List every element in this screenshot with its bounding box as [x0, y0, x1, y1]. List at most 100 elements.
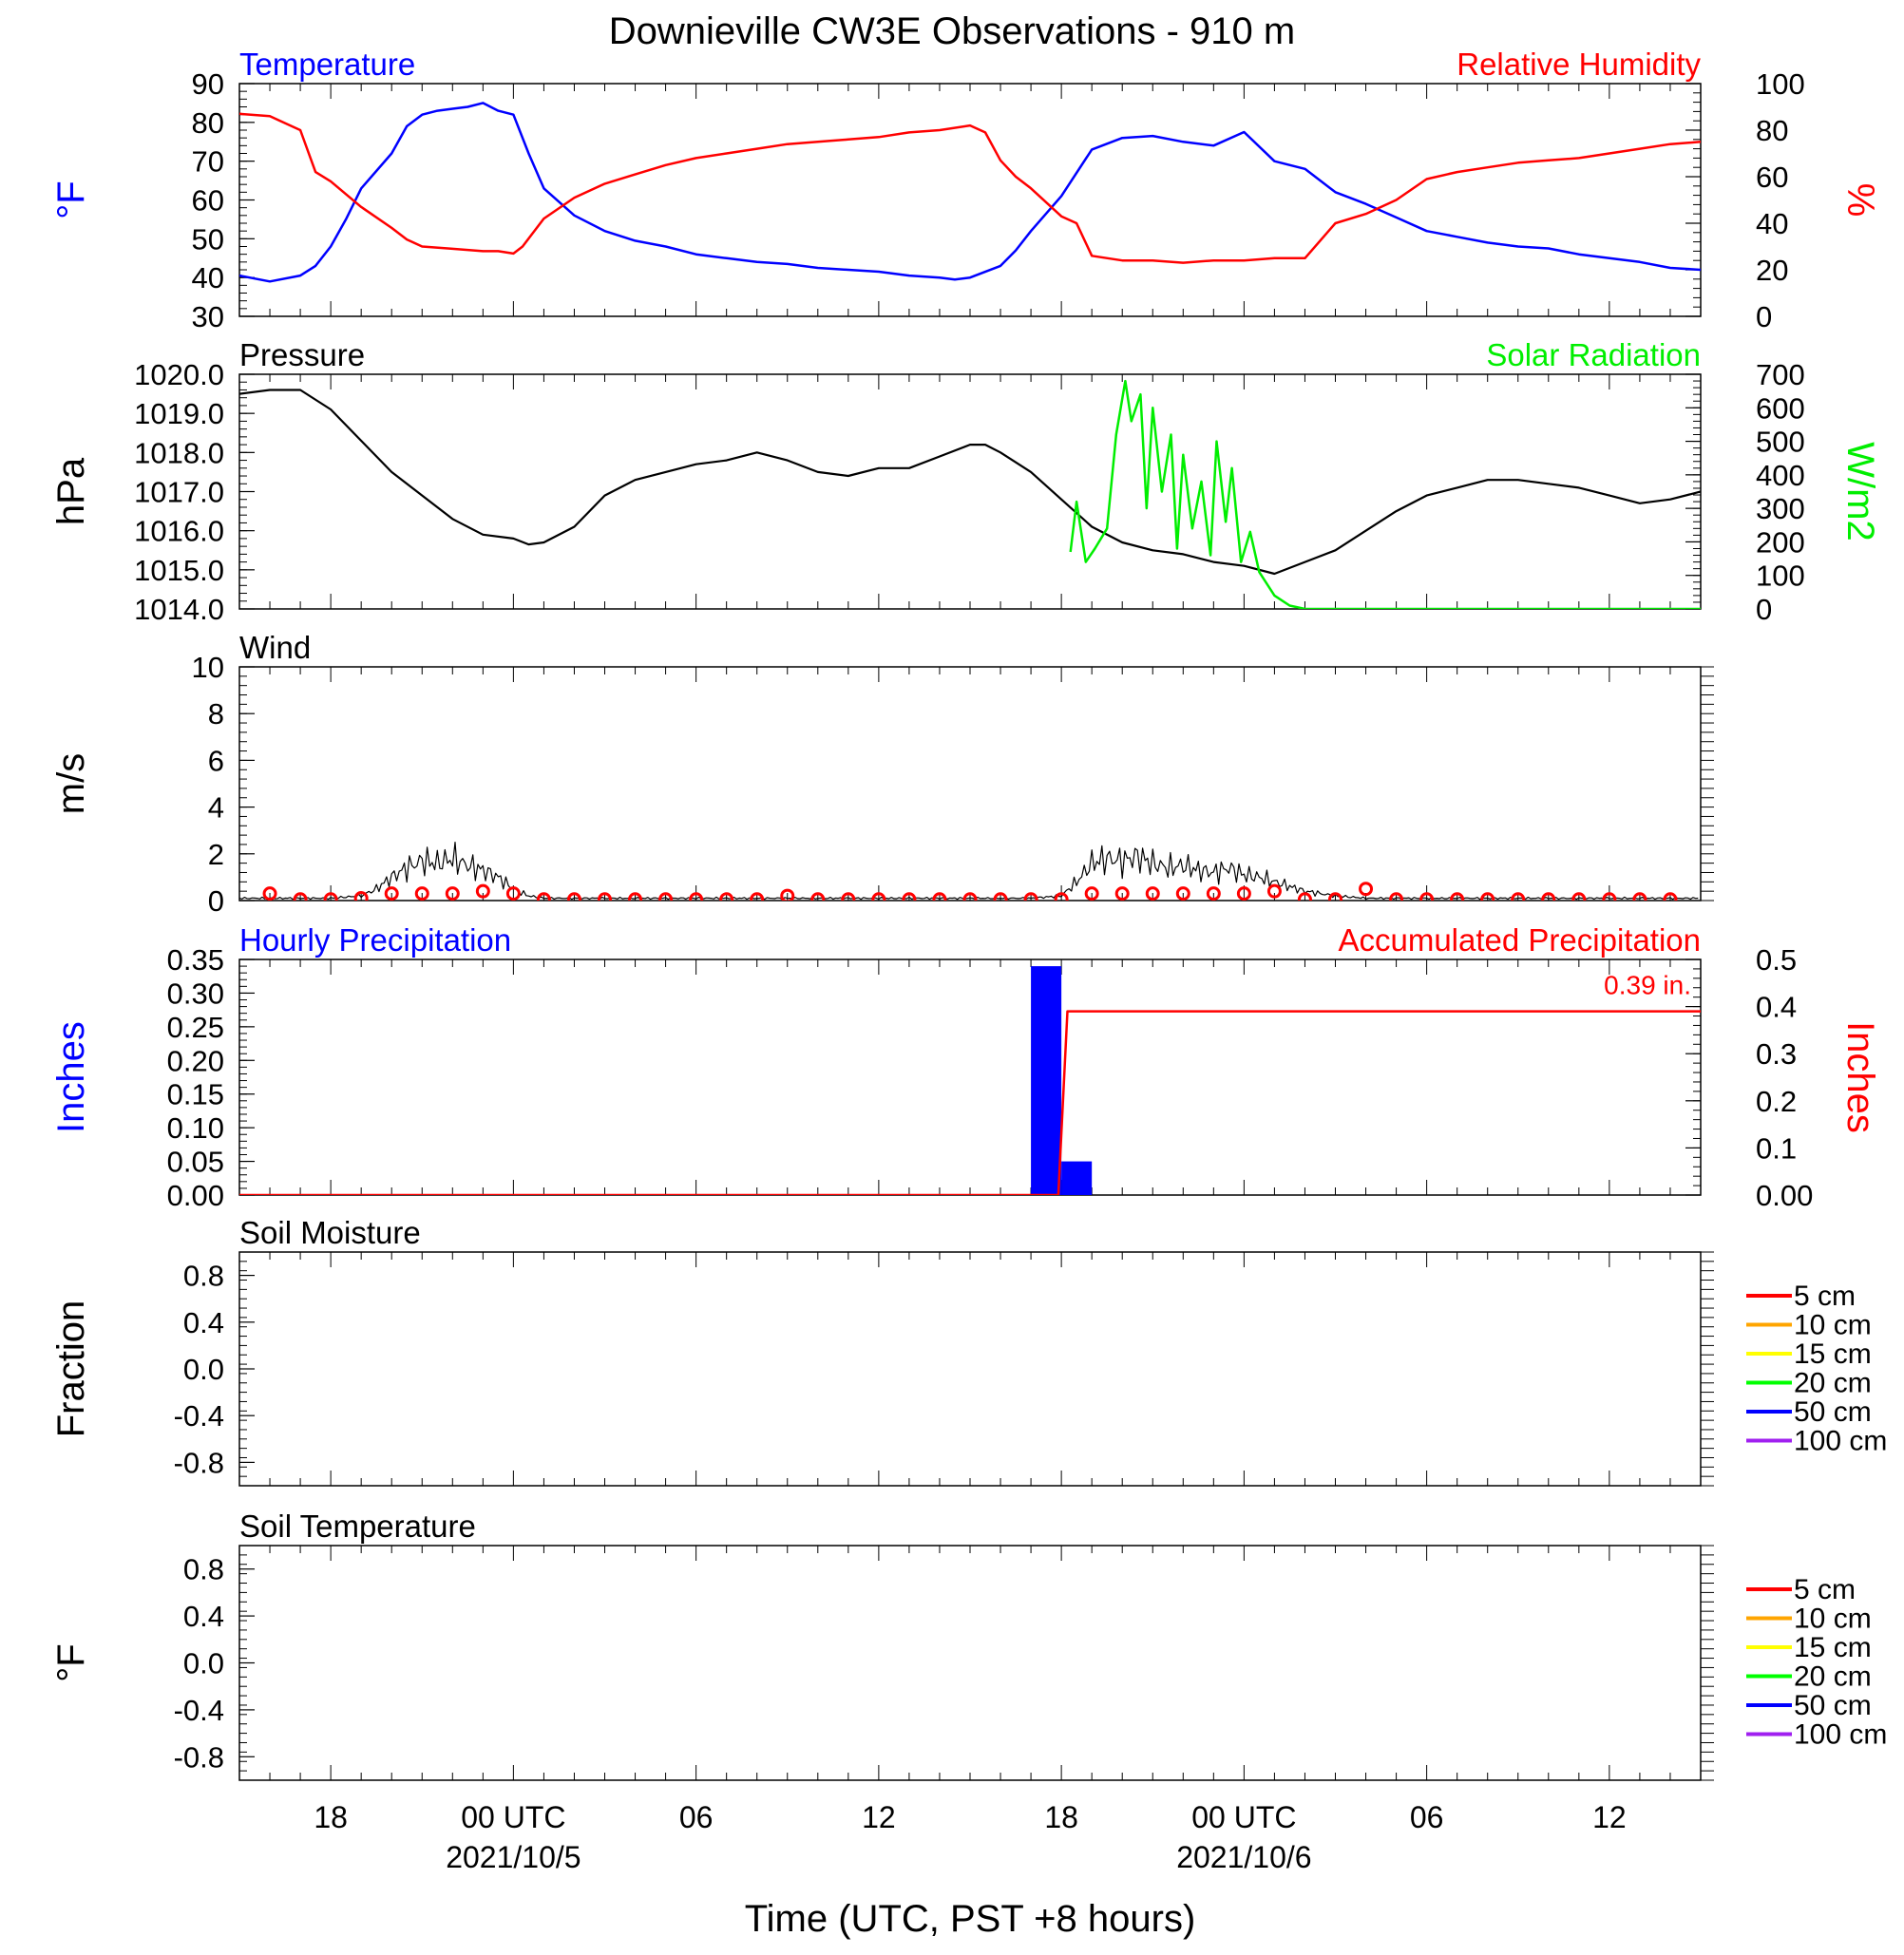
panel-frame [238, 83, 1702, 317]
panel-title-left: Pressure [239, 337, 365, 372]
wind-hourly-marker [1541, 892, 1556, 901]
wind-hourly-marker [902, 892, 917, 901]
y-left-tick-label: 40 [192, 261, 224, 294]
wind-speed-line [239, 841, 1699, 901]
wind-hourly-marker [1663, 892, 1678, 901]
wind-hourly-marker [780, 888, 795, 901]
wind-hourly-marker [689, 892, 704, 901]
solar-radiation-line [1069, 379, 1701, 609]
y-right-tick-label: 60 [1756, 161, 1788, 194]
y-axis-label-right: Inches [1839, 1021, 1881, 1133]
y-right-tick-label: 600 [1756, 391, 1805, 425]
y-left-tick-label: 0.25 [167, 1011, 224, 1044]
panel-frame [238, 666, 1702, 902]
y-left-tick-label: 30 [192, 300, 224, 333]
y-axis-label-right: % [1839, 183, 1881, 218]
wind-hourly-marker [1511, 892, 1526, 901]
wind-hourly-marker [1175, 886, 1190, 901]
y-left-tick-label: 90 [192, 67, 224, 101]
wind-hourly-marker [1450, 892, 1465, 901]
x-tick-label: 00 UTC [1191, 1800, 1296, 1834]
humidity-line [239, 112, 1701, 264]
legend-label: 100 cm [1794, 1426, 1887, 1457]
wind-hourly-marker [1023, 892, 1038, 901]
y-left-tick-label: 0.8 [183, 1260, 224, 1293]
accumulated-total-label: 0.39 in. [1604, 971, 1691, 1000]
wind-hourly-marker [262, 886, 277, 901]
y-right-tick-label: 0.2 [1756, 1085, 1797, 1118]
wind-hourly-marker [658, 892, 674, 901]
panel-title-left: Soil Moisture [239, 1215, 421, 1250]
x-tick-label: 06 [679, 1800, 714, 1834]
x-tick-label: 12 [1592, 1800, 1627, 1834]
y-right-tick-label: 0.4 [1756, 991, 1797, 1024]
wind-hourly-marker [475, 883, 490, 899]
y-left-tick-label: 1016.0 [134, 515, 224, 548]
y-axis-label-right: W/m2 [1839, 442, 1881, 541]
y-right-tick-label: 0.00 [1756, 1179, 1813, 1212]
y-left-tick-label: 1020.0 [134, 358, 224, 391]
y-left-tick-label: 0.15 [167, 1078, 224, 1111]
y-right-tick-label: 0.1 [1756, 1131, 1797, 1165]
y-left-tick-label: 80 [192, 106, 224, 140]
y-axis-label-left: °F [50, 1643, 92, 1681]
x-tick-label: 12 [862, 1800, 896, 1834]
y-left-tick-label: -0.8 [174, 1446, 224, 1479]
x-tick-label: 00 UTC [461, 1800, 565, 1834]
y-left-tick-label: 0.10 [167, 1111, 224, 1145]
wind-hourly-marker [932, 892, 947, 901]
legend-label: 20 cm [1794, 1661, 1872, 1693]
legend-label: 5 cm [1794, 1281, 1856, 1312]
y-left-tick-label: 50 [192, 222, 224, 256]
y-left-tick-label: 60 [192, 184, 224, 218]
y-left-tick-label: 0.4 [183, 1600, 224, 1633]
y-right-tick-label: 0 [1756, 593, 1772, 626]
accumulated-precip-line [239, 1010, 1701, 1195]
y-axis-label-left: hPa [50, 457, 92, 525]
wind-hourly-marker [1145, 886, 1160, 901]
wind-hourly-marker [293, 892, 308, 901]
wind-hourly-marker [566, 892, 581, 901]
y-left-tick-label: 1019.0 [134, 397, 224, 430]
wind-hourly-marker [598, 892, 612, 901]
y-left-tick-label: 0.00 [167, 1179, 224, 1212]
series-group [239, 102, 1701, 283]
y-right-tick-label: 200 [1756, 525, 1805, 559]
y-axis-label-left: Inches [50, 1021, 92, 1133]
y-right-tick-label: 40 [1756, 207, 1788, 240]
pressure-line [239, 389, 1701, 576]
y-right-tick-label: 500 [1756, 426, 1805, 459]
wind-hourly-marker [871, 892, 886, 901]
panel-frame [238, 373, 1702, 610]
y-left-tick-label: 0 [208, 884, 224, 918]
y-left-tick-label: 70 [192, 145, 224, 179]
x-tick-label: 18 [314, 1800, 348, 1834]
y-right-tick-label: 20 [1756, 254, 1788, 287]
wind-hourly-marker [353, 891, 369, 901]
panel-title-left: Temperature [239, 47, 415, 82]
y-left-tick-label: 0.35 [167, 943, 224, 977]
y-left-tick-label: 10 [192, 651, 224, 684]
y-left-tick-label: 0.0 [183, 1353, 224, 1386]
x-axis-label: Time (UTC, PST +8 hours) [745, 1898, 1196, 1940]
x-tick-label: 06 [1410, 1800, 1444, 1834]
legend-label: 100 cm [1794, 1719, 1887, 1751]
wind-hourly-marker [750, 892, 765, 901]
panel-frame [238, 1545, 1702, 1781]
y-right-tick-label: 700 [1756, 358, 1805, 391]
wind-hourly-marker [1114, 886, 1130, 901]
wind-hourly-marker [323, 892, 338, 901]
hourly-precip-bar [1061, 1161, 1093, 1195]
y-left-tick-label: -0.8 [174, 1740, 224, 1774]
legend-label: 50 cm [1794, 1690, 1872, 1721]
y-axis-label-left: °F [50, 180, 92, 218]
legend-label: 10 cm [1794, 1604, 1872, 1635]
y-axis-label-left: Fraction [50, 1300, 92, 1438]
wind-hourly-marker [1236, 886, 1251, 901]
legend-label: 15 cm [1794, 1338, 1872, 1370]
wind-hourly-marker [1297, 892, 1312, 901]
wind-hourly-marker [384, 886, 399, 901]
wind-hourly-marker [1206, 886, 1221, 901]
